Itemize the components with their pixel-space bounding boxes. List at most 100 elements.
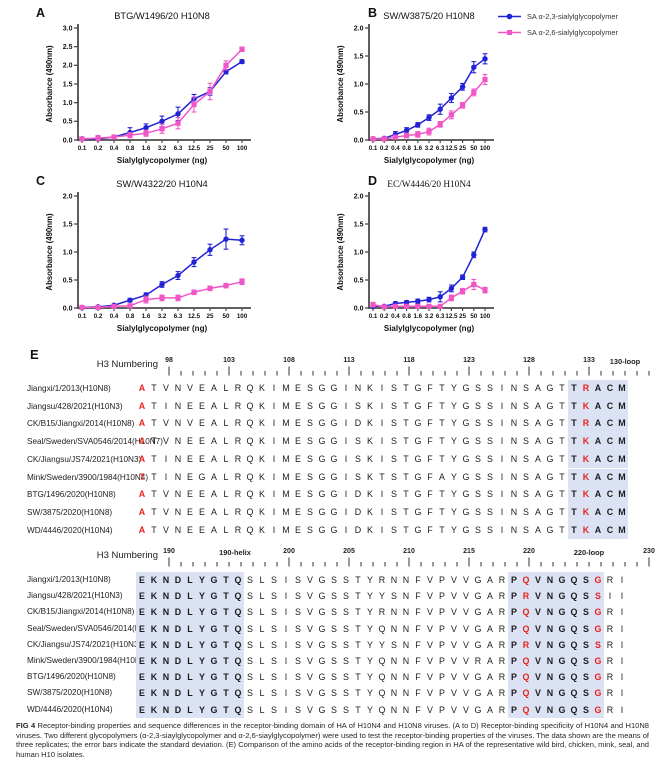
ruler-tick-label: 108 (283, 357, 295, 364)
residue-cell: S (475, 453, 481, 464)
residue-cell: A (592, 468, 604, 487)
residue-cell: G (330, 453, 338, 464)
ruler-tick-label: 230 (643, 548, 655, 555)
x-tick-label: 1.6 (142, 313, 151, 320)
residue-cell: T (151, 524, 157, 535)
residue-cell: S (580, 701, 592, 718)
residue-cell: L (184, 701, 196, 718)
residue-cell: A (211, 524, 217, 535)
residue-cell: M (282, 400, 290, 411)
residue-cell: D (172, 604, 184, 621)
x-tick-label: 0.2 (94, 313, 103, 320)
data-point-circle (415, 298, 421, 304)
residue-cell: E (295, 383, 301, 393)
strain-name: BTG/1496/2020(H10N8) (27, 490, 116, 500)
y-axis-title: Absorbance (490nm) (45, 45, 54, 123)
residue-cell: R (234, 400, 242, 411)
y-tick-label: 0.0 (354, 137, 364, 144)
residue-cell: A (138, 506, 146, 517)
residue-cell: G (318, 704, 326, 715)
residue-cell: S (580, 588, 592, 605)
residue-cell: I (344, 418, 348, 429)
residue-cell: I (620, 672, 624, 683)
residue-cell: E (199, 400, 205, 411)
x-tick-label: 3.2 (158, 313, 167, 320)
residue-cell: D (354, 489, 362, 500)
residue-cell: A (535, 418, 541, 429)
x-tick-label: 1.6 (413, 145, 422, 152)
residue-cell: I (344, 524, 348, 535)
residue-cell: V (451, 672, 457, 683)
residue-cell: G (462, 400, 470, 411)
residue-cell: A (487, 704, 493, 715)
residue-cell: T (559, 453, 565, 464)
residue-cell: V (163, 436, 169, 447)
residue-cell: T (151, 489, 157, 500)
residue-cell: N (174, 524, 182, 535)
residue-cell: S (247, 704, 253, 715)
residue-cell: R (234, 506, 242, 517)
y-tick-label: 3.0 (63, 25, 73, 32)
residue-cell: S (271, 672, 277, 683)
residue-cell: L (184, 669, 196, 686)
residue-cell: G (318, 436, 326, 447)
residue-cell: R (234, 418, 242, 429)
legend-item: SA α-2,3-sialylglycopolymer (497, 11, 618, 22)
residue-cell: T (220, 685, 232, 702)
residue-cell: S (523, 489, 529, 500)
residue-cell: V (307, 575, 313, 585)
residue-cell: G (474, 672, 482, 683)
residue-cell: S (391, 591, 397, 602)
residue-cell: Y (196, 653, 208, 670)
residue-cell: T (379, 471, 385, 482)
residue-cell: I (344, 383, 348, 393)
residue-cell: S (391, 489, 397, 500)
residue-cell: I (284, 575, 288, 585)
residue-cell: I (272, 453, 276, 464)
residue-cell: I (344, 489, 348, 500)
residue-cell: Y (451, 383, 457, 393)
residue-cell: I (380, 383, 384, 393)
residue-cell: K (148, 701, 160, 718)
data-point-square (426, 303, 432, 309)
ruler-tick-label: 128 (523, 357, 535, 364)
residue-cell: T (439, 524, 445, 535)
ruler-ticks (168, 366, 650, 376)
residue-cell: V (451, 656, 457, 666)
strain-name: Jiangxi/1/2013(H10N8) (27, 575, 111, 584)
residue-cell: S (592, 636, 604, 653)
residue-cell: S (295, 591, 301, 602)
residue-cell: I (620, 575, 624, 585)
residue-cell: Y (367, 607, 373, 618)
y-tick-label: 2.0 (354, 193, 364, 200)
residue-cell: S (475, 400, 481, 411)
residue-cell: T (151, 400, 157, 411)
residue-cell: D (354, 506, 362, 517)
x-tick-label: 0.4 (110, 145, 119, 152)
residue-cell: V (463, 688, 469, 699)
residue-cell: R (498, 591, 506, 602)
residue-cell: I (284, 639, 288, 650)
data-point-circle (239, 237, 245, 243)
residue-cell: G (208, 604, 220, 621)
residue-cell: Y (196, 669, 208, 686)
data-point-circle (482, 226, 488, 233)
residue-cell: I (620, 639, 624, 650)
residue-cell: V (307, 688, 313, 699)
residue-cell: K (259, 436, 265, 447)
residue-cell: K (148, 685, 160, 702)
residue-cell: S (523, 383, 529, 393)
residue-cell: T (355, 575, 361, 585)
residue-cell: F (415, 623, 421, 634)
residue-cell: Y (196, 620, 208, 637)
residue-cell: L (259, 607, 265, 618)
residue-cell: Q (232, 669, 244, 686)
y-tick-label: 2.0 (354, 25, 364, 32)
residue-cell: S (247, 656, 253, 666)
residue-cell: I (500, 383, 504, 393)
residue-cell: S (331, 575, 337, 585)
residue-cell: R (520, 588, 532, 605)
residue-cell: C (604, 486, 616, 504)
residue-cell: R (606, 623, 614, 634)
data-point-circle (471, 252, 477, 258)
